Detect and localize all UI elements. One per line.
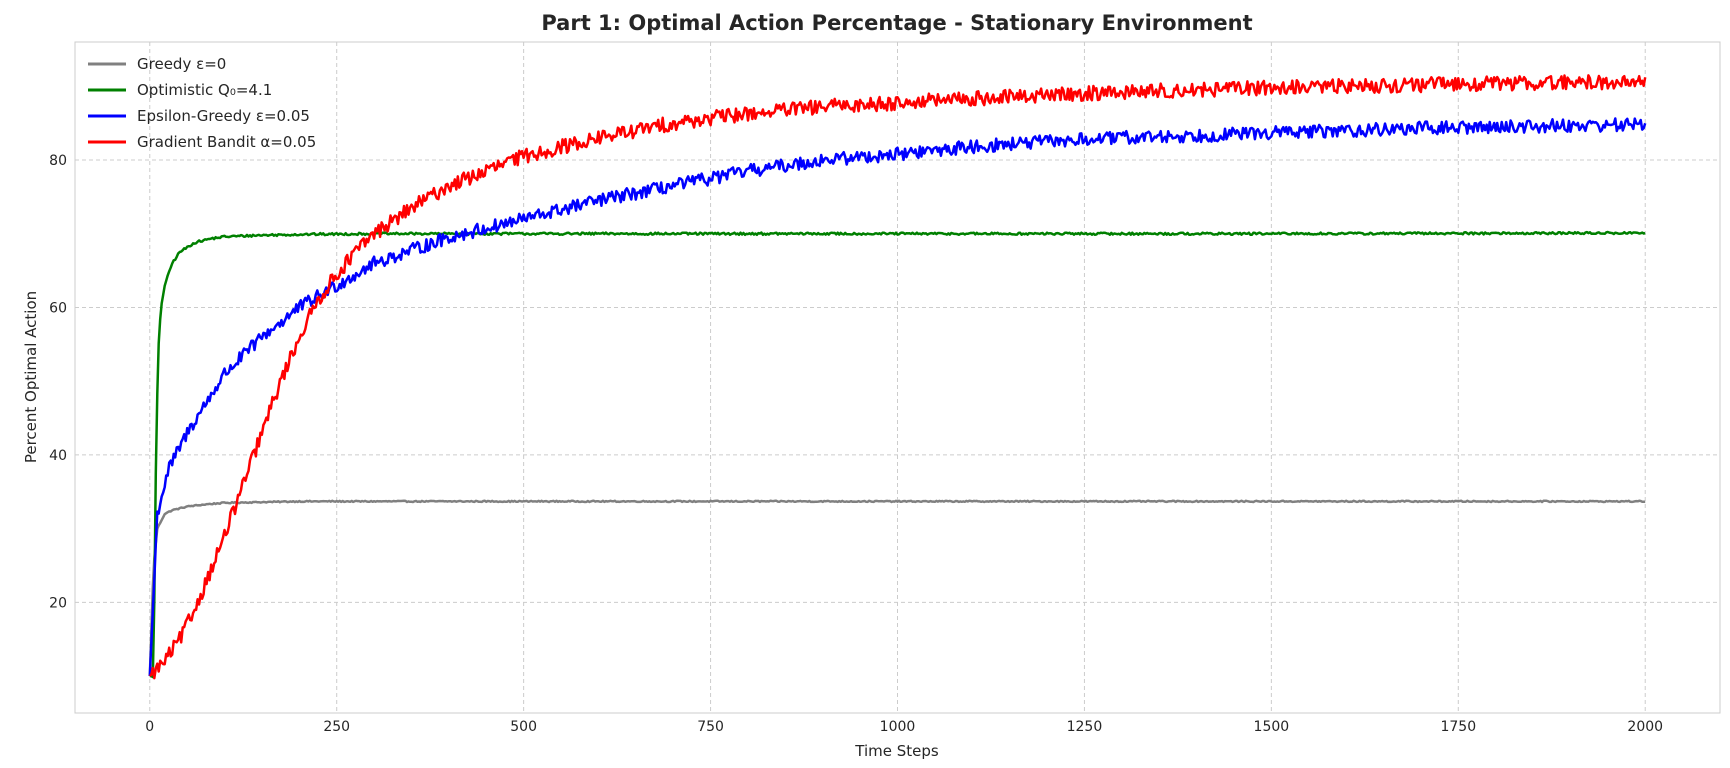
legend-label-epsilon-greedy: Epsilon-Greedy ε=0.05 [137,107,310,125]
x-tick-label: 250 [323,719,350,735]
x-tick-label: 1750 [1440,719,1476,735]
y-axis-label: Percent Optimal Action [22,291,40,463]
x-tick-label: 750 [697,719,724,735]
x-tick-label: 1000 [880,719,916,735]
x-tick-label: 2000 [1627,719,1663,735]
grid [75,42,1720,713]
x-tick-label: 1250 [1067,719,1103,735]
x-tick-label: 1500 [1254,719,1290,735]
legend-label-gradient-bandit: Gradient Bandit α=0.05 [137,133,316,151]
y-axis: 20 40 60 80 [49,153,67,611]
legend-label-optimistic: Optimistic Q₀=4.1 [137,81,272,99]
x-tick-label: 500 [510,719,537,735]
series-line-greedy [148,499,1646,677]
x-tick-label: 0 [145,719,154,735]
plot-area [74,41,1721,714]
x-axis-label: Time Steps [854,742,939,760]
y-tick-label: 60 [49,300,67,316]
series-layer [148,74,1647,680]
series-line-gradient-bandit [148,74,1647,680]
series-line-optimistic [149,230,1646,679]
x-axis: 0 250 500 750 1000 1250 1500 1750 2000 [145,719,1663,735]
y-tick-label: 80 [49,153,67,169]
series-line-epsilon-greedy [148,117,1647,677]
legend: Greedy ε=0 Optimistic Q₀=4.1 Epsilon-Gre… [88,55,316,151]
y-tick-label: 40 [49,448,67,464]
legend-label-greedy: Greedy ε=0 [137,55,226,73]
y-tick-label: 20 [49,595,67,611]
chart-title: Part 1: Optimal Action Percentage - Stat… [541,11,1252,35]
